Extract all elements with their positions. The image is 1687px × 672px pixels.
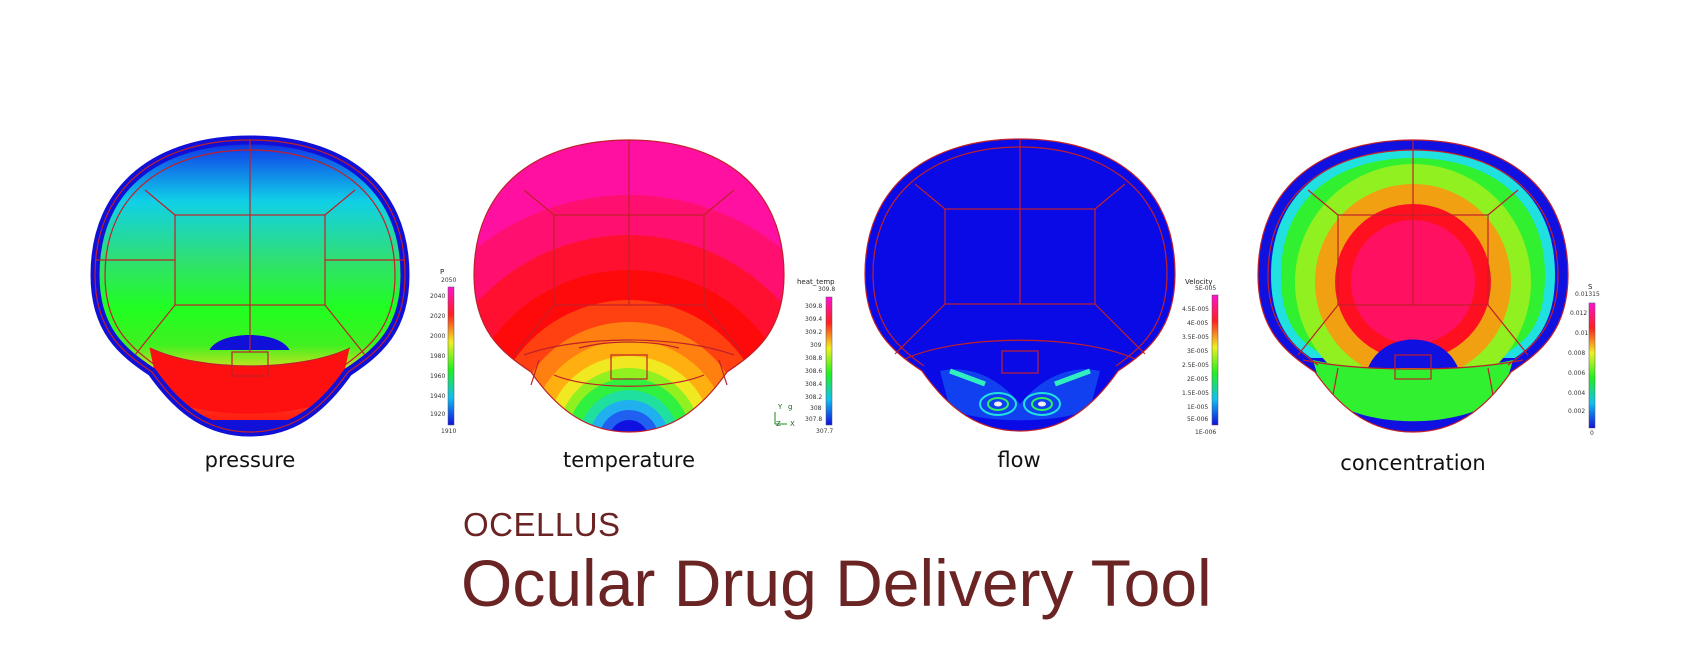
colorbar-tick: 309.2 <box>805 329 823 336</box>
colorbar-tick: 4E-005 <box>1187 320 1209 327</box>
temperature-colorbar <box>825 296 833 426</box>
colorbar-tick: 0.008 <box>1568 350 1586 357</box>
colorbar-tick: 0.004 <box>1568 390 1586 397</box>
colorbar-tick: 1980 <box>430 353 446 360</box>
colorbar-title: heat_temp <box>797 278 835 286</box>
flow-panel <box>864 138 1176 432</box>
pressure-colorbar <box>447 286 455 426</box>
caption-flow: flow <box>997 448 1041 472</box>
colorbar-max-label: 2050 <box>441 277 457 284</box>
pressure-panel <box>90 135 410 440</box>
colorbar-tick: 3E-005 <box>1187 348 1209 355</box>
colorbar-tick: 308.4 <box>805 381 823 388</box>
caption-temperature: temperature <box>563 448 695 472</box>
colorbar-min-label: 1910 <box>441 428 457 435</box>
colorbar-tick: 2000 <box>430 333 446 340</box>
concentration-panel <box>1257 139 1569 433</box>
colorbar-tick: 0.012 <box>1570 310 1588 317</box>
flow-mesh <box>864 138 1176 432</box>
colorbar-tick: 4.5E-005 <box>1182 306 1209 313</box>
colorbar-min-label: 307.7 <box>816 428 834 435</box>
colorbar-max-label: 0.01315 <box>1575 291 1600 298</box>
colorbar-tick: 308.2 <box>805 394 823 401</box>
pressure-high-region <box>149 348 350 414</box>
colorbar-max-label: 5E-005 <box>1195 285 1217 292</box>
flow-colorbar <box>1211 294 1219 426</box>
colorbar-title: P <box>440 268 445 276</box>
colorbar-tick: 1960 <box>430 373 446 380</box>
colorbar-tick: 1E-005 <box>1187 404 1209 411</box>
colorbar-tick: 1920 <box>430 411 446 418</box>
pressure-mesh <box>94 139 406 433</box>
colorbar-tick: 5E-006 <box>1187 416 1209 423</box>
colorbar-title: Velocity <box>1185 278 1213 286</box>
colorbar-tick: 0.01 <box>1575 330 1589 337</box>
colorbar-tick: 2.5E-005 <box>1182 362 1209 369</box>
brand-name: OCELLUS <box>463 506 621 543</box>
colorbar-min-label: 0 <box>1590 430 1594 437</box>
colorbar-tick: 3.5E-005 <box>1182 334 1209 341</box>
axes-triad-icon <box>774 412 787 425</box>
colorbar-tick: 309.4 <box>805 316 823 323</box>
colorbar-tick: 308.8 <box>805 355 823 362</box>
colorbar-tick: 0.006 <box>1568 370 1586 377</box>
axis-label-y: Y <box>778 403 783 411</box>
concentration-mesh <box>1257 139 1569 433</box>
colorbar-tick: 309.8 <box>805 303 823 310</box>
caption-pressure: pressure <box>204 448 296 472</box>
temperature-mesh <box>473 139 785 433</box>
colorbar-tick: 309 <box>810 342 822 349</box>
axis-label-g: g <box>788 403 793 411</box>
colorbar-tick: 308.6 <box>805 368 823 375</box>
colorbar-tick: 2040 <box>430 293 446 300</box>
axis-label-z: Z <box>776 420 781 428</box>
colorbar-tick: 307.8 <box>805 416 823 423</box>
concentration-colorbar <box>1588 302 1596 429</box>
colorbar-tick: 0.002 <box>1568 408 1586 415</box>
colorbar-tick: 2E-005 <box>1187 376 1209 383</box>
colorbar-tick: 308 <box>810 405 822 412</box>
colorbar-tick: 1940 <box>430 393 446 400</box>
colorbar-min-label: 1E-006 <box>1195 429 1217 436</box>
caption-concentration: concentration <box>1340 451 1486 475</box>
axis-label-x: X <box>790 420 795 428</box>
colorbar-tick: 2020 <box>430 313 446 320</box>
page-title: Ocular Drug Delivery Tool <box>461 546 1212 620</box>
colorbar-tick: 1.5E-005 <box>1182 390 1209 397</box>
colorbar-max-label: 309.8 <box>818 286 836 293</box>
colorbar-title: S <box>1588 283 1593 291</box>
